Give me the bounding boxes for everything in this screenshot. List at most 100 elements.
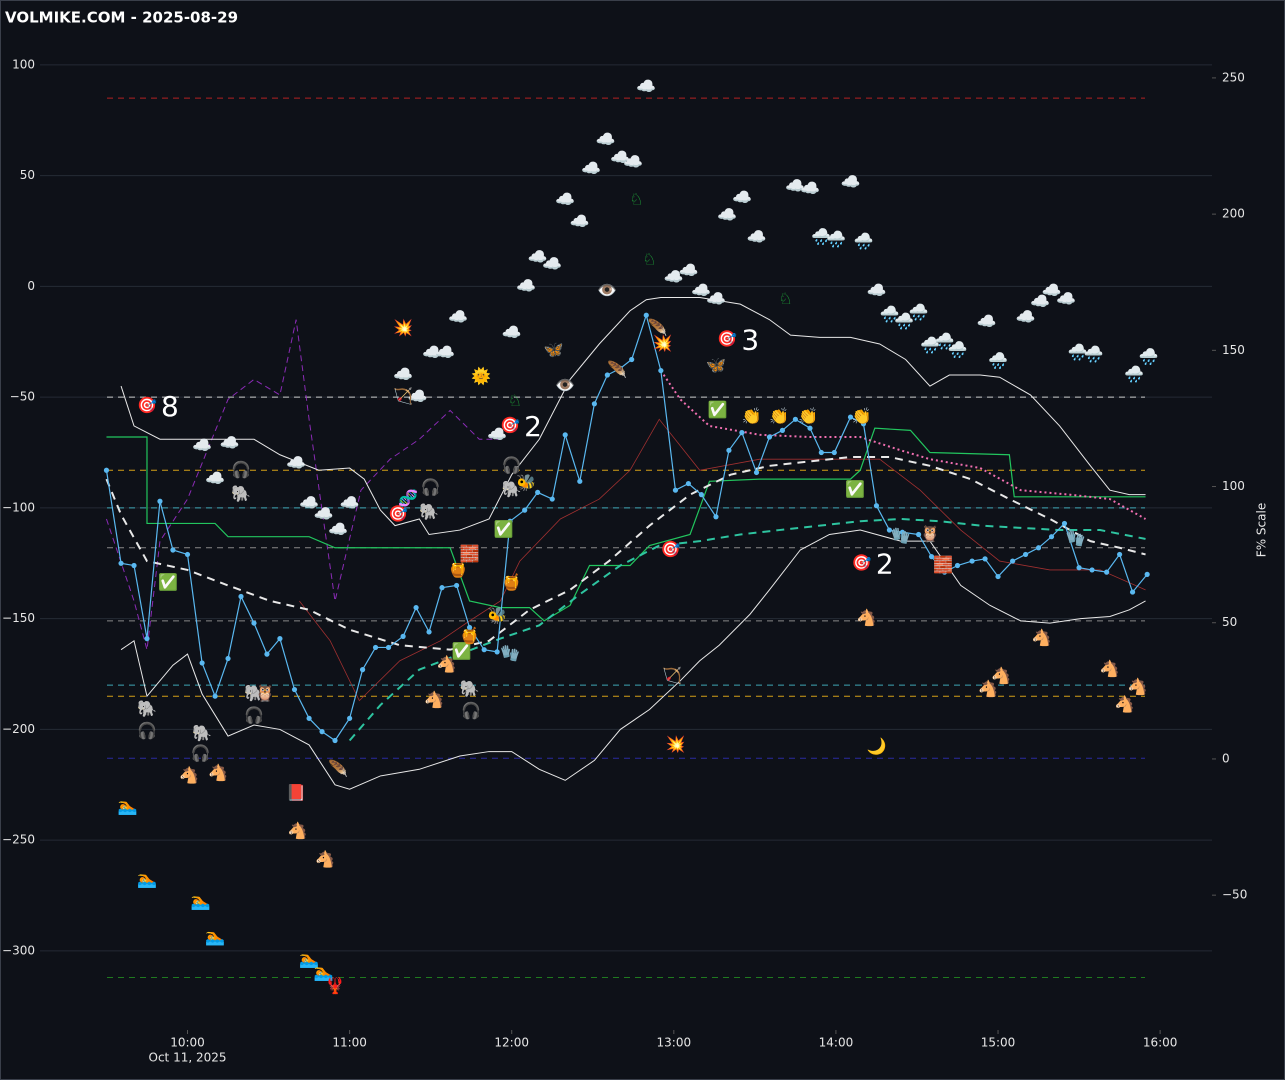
emoji-marker: 🦞 [325, 976, 345, 995]
emoji-marker: 💥 [665, 734, 685, 753]
data-point [1104, 569, 1110, 575]
emoji-marker: 🐘 [502, 480, 522, 499]
emoji-marker: 🌧️ [1124, 365, 1144, 384]
data-point [426, 629, 432, 635]
x-tick-label: 13:00 [657, 1036, 692, 1050]
y-tick-label: 100 [12, 57, 35, 71]
series-line [299, 418, 1146, 702]
data-point [118, 560, 124, 566]
emoji-marker: ☁️ [623, 152, 643, 171]
emoji-marker: ☁️ [422, 342, 442, 361]
emoji-marker: ☁️ [393, 365, 413, 384]
emoji-marker: ☁️ [408, 387, 428, 406]
y2-tick-label: 100 [1222, 479, 1245, 493]
emoji-marker: ☁️ [314, 504, 334, 523]
emoji-marker: 🎯 [852, 553, 872, 572]
data-point [400, 633, 406, 639]
data-point [847, 414, 854, 420]
emoji-marker: 🐘 [137, 699, 157, 718]
emoji-marker: 🏊 [118, 796, 138, 815]
emoji-marker: 📕 [286, 783, 306, 802]
emoji-marker: ☁️ [192, 435, 212, 454]
series-line [105, 319, 501, 650]
data-point [1061, 520, 1068, 527]
data-point [928, 554, 935, 560]
data-point [982, 556, 988, 562]
emoji-marker: 🌧️ [1084, 345, 1104, 364]
y-tick-label: −50 [10, 390, 35, 404]
data-point [766, 434, 773, 440]
data-point [494, 649, 500, 655]
data-point [792, 416, 798, 422]
data-point [413, 604, 419, 611]
data-point [779, 427, 786, 433]
emoji-marker: ☁️ [448, 307, 468, 326]
emoji-marker: 🐴 [315, 850, 335, 869]
data-point [170, 547, 176, 553]
data-point [577, 478, 583, 484]
emoji-marker: ☁️ [1056, 289, 1076, 308]
emoji-marker: 🎯 [388, 504, 408, 523]
emoji-marker: 👏 [852, 407, 872, 426]
emoji-marker: ☁️ [555, 190, 575, 209]
data-point [466, 624, 473, 631]
data-point [807, 425, 813, 431]
emoji-marker: 🎧 [231, 460, 251, 479]
data-point [385, 644, 392, 651]
emoji-marker: 🌧️ [1067, 342, 1087, 361]
data-point [643, 312, 649, 318]
y-tick-label: −100 [2, 500, 35, 514]
data-point [831, 449, 837, 456]
emoji-marker: 👁️ [555, 376, 575, 395]
data-point [562, 432, 568, 438]
x-date-label: Oct 11, 2025 [149, 1051, 227, 1065]
x-tick-label: 15:00 [981, 1036, 1016, 1050]
emoji-marker: 🌧️ [1139, 347, 1159, 366]
emoji-marker: 🐴 [179, 765, 199, 784]
data-point [954, 562, 961, 569]
emoji-marker: 🐴 [437, 655, 457, 674]
emoji-marker: 🧱 [933, 555, 953, 574]
emoji-marker: 🧬 [398, 489, 418, 508]
emoji-marker: 🧤 [500, 644, 520, 663]
emoji-marker: 🎧 [137, 721, 157, 740]
series-line [106, 427, 1146, 622]
data-point [549, 496, 555, 502]
emoji-marker: 🐴 [978, 679, 998, 698]
series-line [120, 296, 1146, 536]
data-point [915, 531, 922, 538]
emoji-marker: ✅ [708, 400, 728, 419]
data-point [264, 651, 270, 657]
emoji-marker: ☁️ [691, 280, 711, 299]
emoji-marker: 🐴 [208, 763, 228, 782]
emoji-marker: ☁️ [205, 469, 225, 488]
y2-tick-label: 150 [1222, 343, 1245, 357]
emoji-marker: 🌧️ [909, 302, 929, 321]
data-point [522, 507, 528, 513]
data-point [359, 667, 366, 673]
emoji-marker: ♘ [778, 289, 792, 308]
data-point [1144, 571, 1150, 577]
emoji-marker: ☁️ [800, 178, 820, 197]
emoji-marker: ☁️ [977, 311, 997, 330]
data-point [1076, 565, 1082, 571]
emoji-marker: 🌞 [471, 367, 491, 386]
emoji-marker: 🧱 [460, 544, 480, 563]
emoji-marker: 🐴 [1115, 695, 1135, 714]
emoji-marker: 🐘 [231, 484, 251, 503]
emoji-marker: 🐘 [419, 502, 439, 521]
emoji-marker: ☁️ [866, 280, 886, 299]
y-tick-label: 0 [27, 279, 35, 293]
data-point [225, 655, 231, 662]
emoji-marker: 🏊 [314, 963, 334, 982]
y2-tick-label: 250 [1222, 70, 1245, 84]
emoji-marker: ☁️ [1030, 291, 1050, 310]
emoji-marker: ♘ [629, 190, 643, 209]
emoji-marker: 👏 [798, 407, 818, 426]
data-point [212, 693, 218, 699]
emoji-marker: ☁️ [516, 276, 536, 295]
emoji-marker: 🐘 [460, 679, 480, 698]
emoji-marker: ☁️ [1016, 307, 1036, 326]
emoji-marker: 🐴 [1100, 659, 1120, 678]
